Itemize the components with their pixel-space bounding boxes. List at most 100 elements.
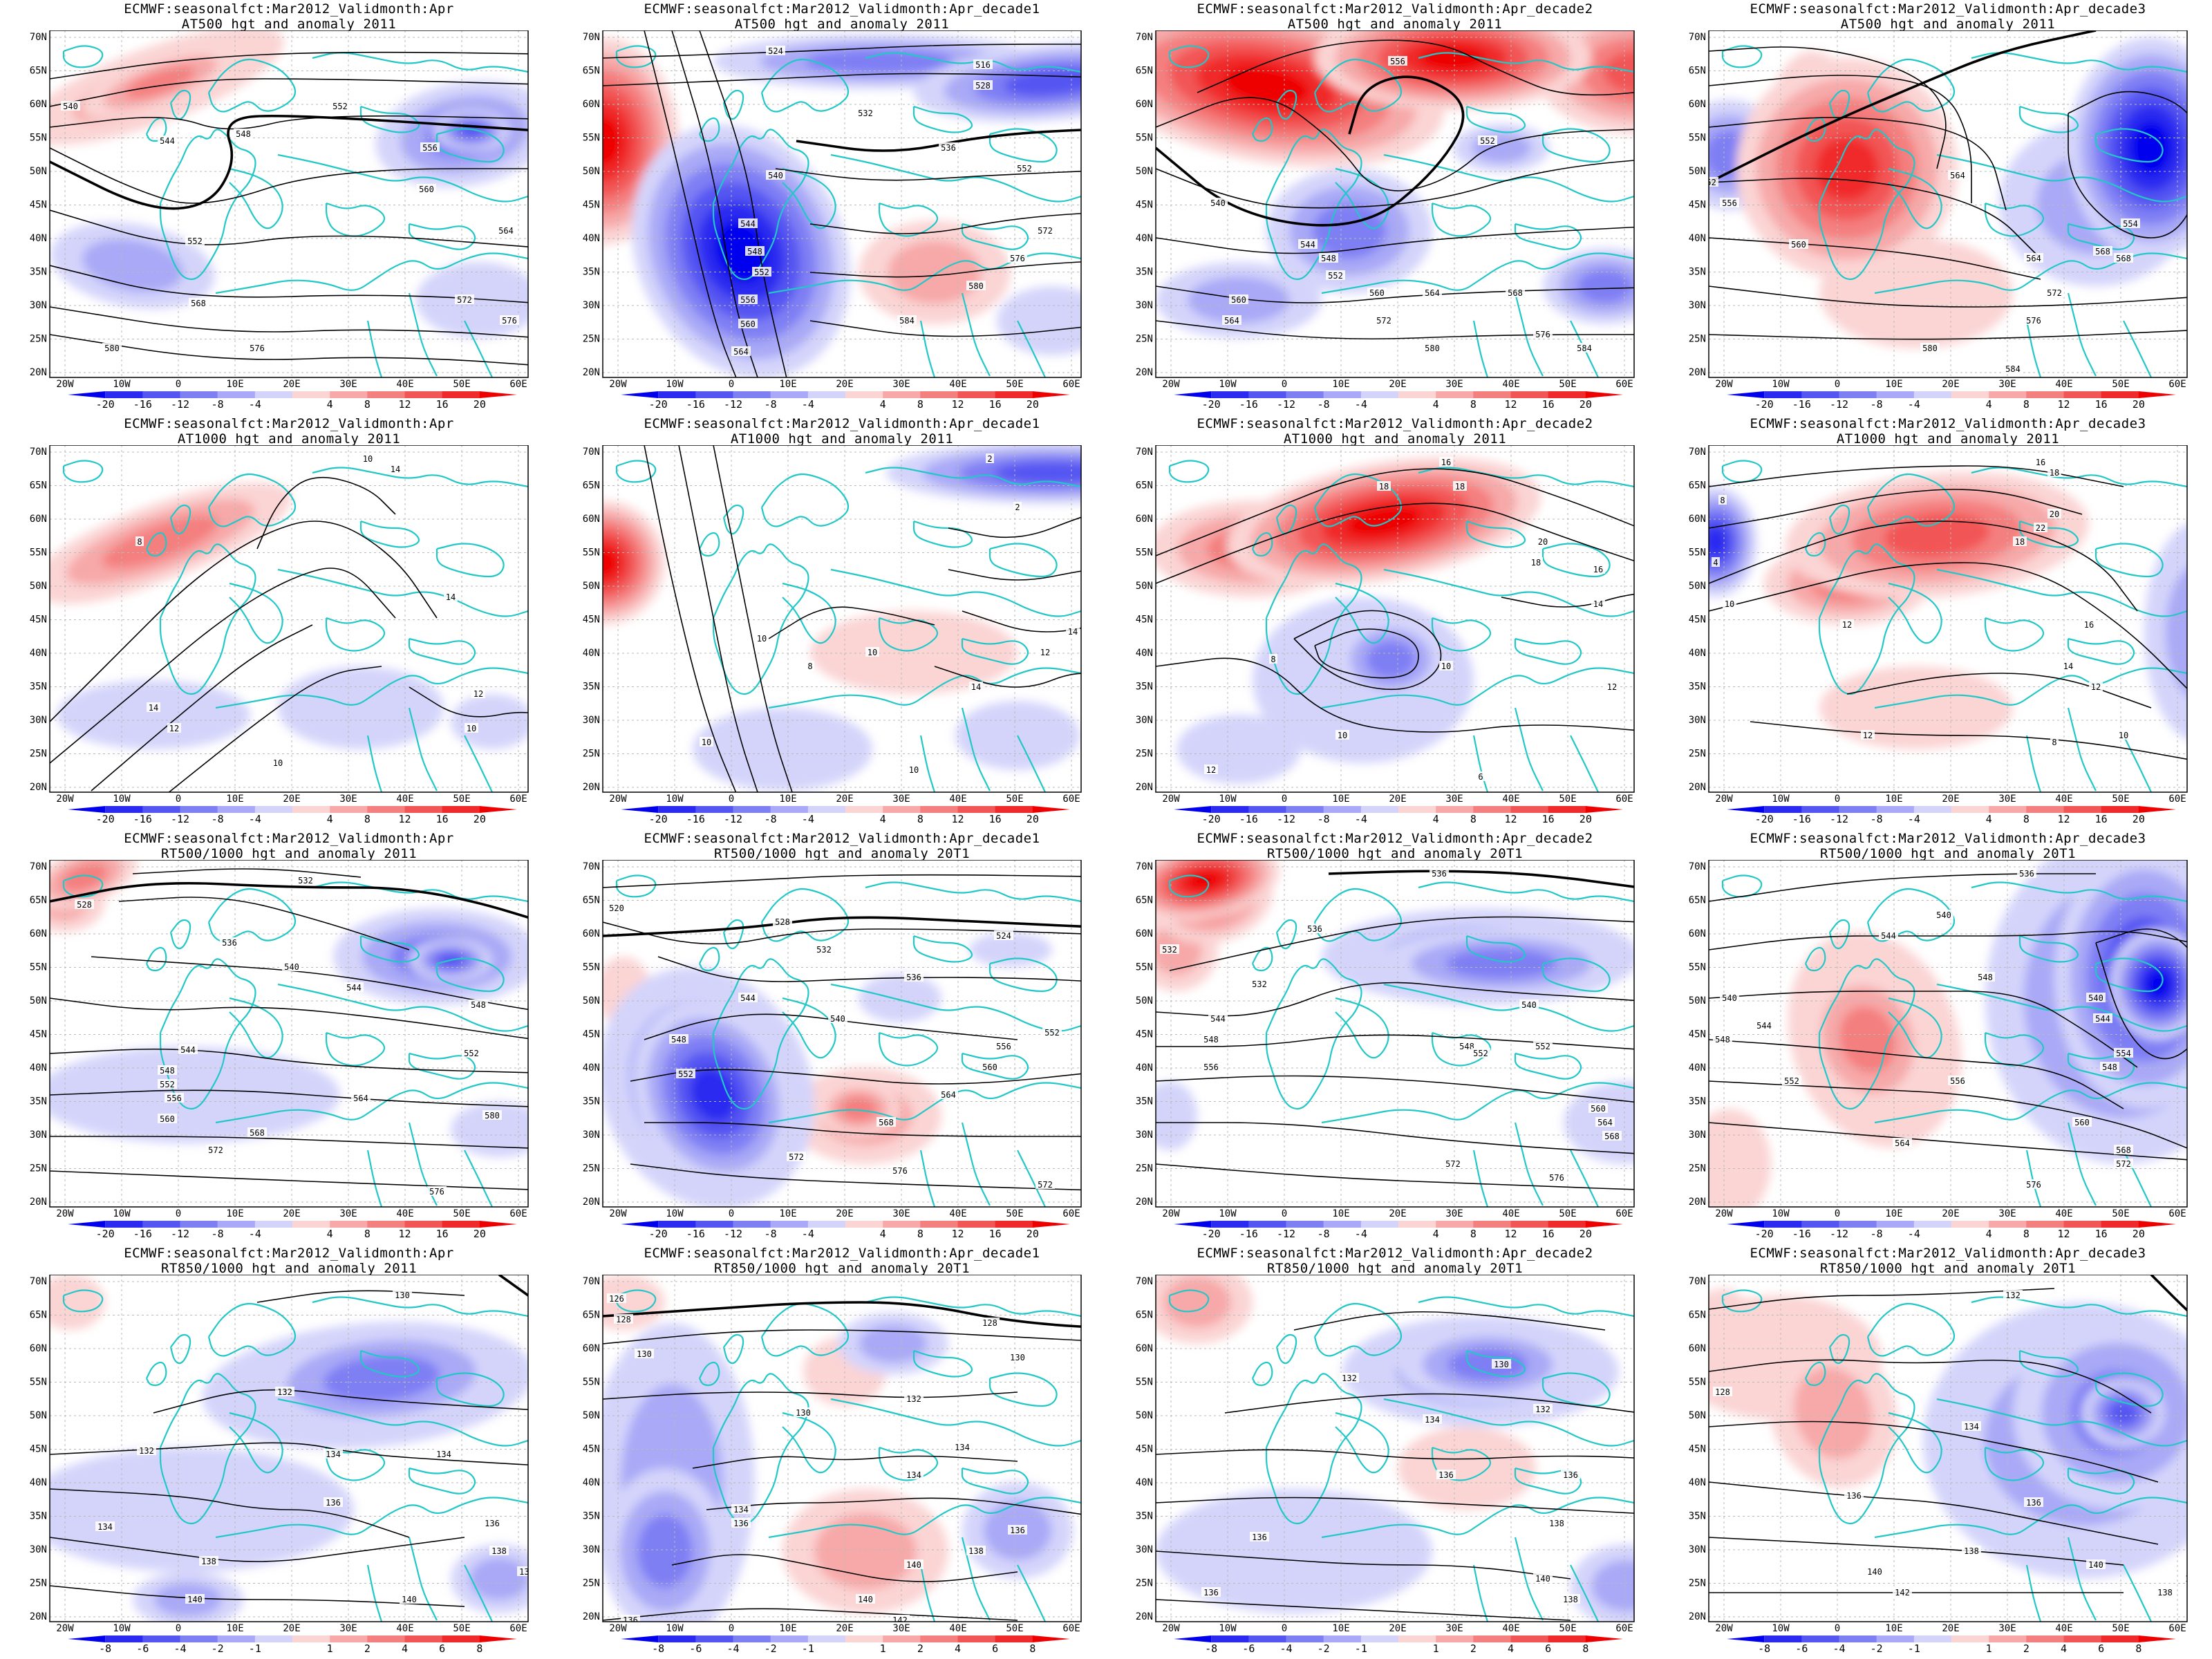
coastline [1541, 1372, 1611, 1407]
colorbar-tick-label: 4 [327, 398, 333, 411]
lat-tick-label: 35N [583, 1511, 600, 1522]
colorbar-tick-label: -20 [96, 398, 115, 411]
coastline [699, 117, 720, 142]
contour-label: 572 [1445, 1159, 1461, 1169]
colorbar-tick-label: -2 [765, 1642, 777, 1655]
anomaly-region [1819, 666, 2013, 749]
coastline [464, 735, 493, 792]
colorbar-tick-label: 20 [1580, 398, 1592, 411]
lon-tick-label: 40E [2055, 794, 2072, 805]
contour-line [1709, 117, 2007, 211]
contour-line [1156, 1497, 1634, 1514]
coastline [2025, 1564, 2042, 1622]
lat-tick-label: 50N [583, 1410, 600, 1421]
coastline [760, 473, 850, 527]
coastline [878, 617, 939, 652]
coastline [1818, 129, 1915, 281]
lat-tick-label: 20N [1136, 367, 1153, 378]
contour-label: 12 [1842, 620, 1852, 630]
lat-tick-label: 20N [583, 1197, 600, 1208]
map-plot: 16 18 20 22 18 8 4 10 12 16 14 12 12 10 8 70N 65N 60N 55N 5… [1689, 445, 2188, 825]
contour-line [50, 997, 528, 1040]
contour-label: 132 [2005, 1291, 2021, 1300]
lat-tick-label: 55N [583, 962, 600, 973]
lat-tick-label: 25N [1689, 749, 1706, 760]
colorbar-tick-label: -12 [724, 813, 742, 825]
coastline [1818, 1373, 1915, 1525]
contour-line [1709, 75, 1972, 203]
coastline [1431, 1446, 1492, 1481]
lat-tick-label: 25N [1136, 749, 1153, 760]
colorbar-tick-label: 20 [474, 813, 486, 825]
contour-label: 18 [1455, 482, 1465, 491]
panel-title: ECMWF:seasonalfct:Mar2012_Validmonth:Apr… [1750, 1246, 2146, 1261]
colorbar-tick-label: -16 [133, 398, 152, 411]
colorbar: -20 -16 -12 -8 -4 4 8 12 16 20 [621, 391, 1070, 411]
colorbar-tick-label: 20 [1027, 1228, 1039, 1240]
lon-tick-label: 20W [1162, 794, 1180, 805]
coastline [919, 735, 936, 792]
contour-label: 568 [2116, 1145, 2131, 1155]
anomaly-region [805, 49, 953, 74]
colorbar-tick-label: -12 [1830, 1228, 1848, 1240]
contour-label: 584 [899, 316, 915, 326]
map-panel: ECMWF:seasonalfct:Mar2012_Validmonth:Apr… [1125, 0, 1665, 415]
lon-tick-label: 20W [1715, 794, 1733, 805]
coastline [961, 223, 1029, 250]
coastline [1275, 504, 1297, 535]
colorbar-tick-label: 2 [364, 1642, 371, 1655]
contour-label: 536 [222, 938, 237, 948]
map-frame [49, 445, 529, 793]
panel-title: ECMWF:seasonalfct:Mar2012_Validmonth:Apr… [1197, 831, 1593, 846]
panel-subtitle: AT1000 hgt and anomaly 2011 [1283, 431, 1507, 447]
contour-line [948, 516, 1081, 538]
map-panel: ECMWF:seasonalfct:Mar2012_Validmonth:Apr… [1678, 1244, 2212, 1659]
coastline [1888, 1412, 1942, 1474]
colorbar-tick-label: 4 [955, 1642, 961, 1655]
lon-tick-label: 20W [609, 379, 627, 390]
lon-tick-label: 20E [283, 794, 300, 805]
colorbar-tick-label: -1 [1908, 1642, 1920, 1655]
lon-tick-label: 60E [509, 1623, 527, 1634]
lon-tick-label: 10W [666, 794, 684, 805]
map-frame [49, 30, 529, 378]
contour-line [50, 306, 528, 338]
contour-label: 528 [77, 900, 92, 910]
panel-subtitle: RT850/1000 hgt and anomaly 20T1 [1266, 1261, 1524, 1276]
contour-line [50, 51, 528, 79]
colorbar-tick-label: -20 [1202, 398, 1221, 411]
lon-tick-label: 60E [2168, 1208, 2186, 1219]
contour-label: 540 [1210, 198, 1226, 208]
anomaly-region [1577, 269, 1633, 303]
coastline [1866, 58, 1956, 113]
panel-title: ECMWF:seasonalfct:Mar2012_Validmonth:Apr… [1750, 831, 2146, 846]
colorbar-tick-label: 8 [2023, 813, 2030, 825]
map-panel: ECMWF:seasonalfct:Mar2012_Validmonth:Apr… [572, 830, 1112, 1244]
contour-labels: 528 524 520 532 536 540 544 548 552 556 560 564 568 5… [607, 903, 1062, 1190]
lat-tick-label: 30N [30, 1544, 47, 1555]
coastline [159, 543, 256, 695]
coastline [408, 1052, 476, 1080]
coastline [2025, 735, 2042, 792]
lat-tick-label: 55N [30, 547, 47, 559]
coastline [782, 1412, 836, 1474]
anomaly-region [1447, 1347, 1528, 1382]
contour-label: 544 [1300, 240, 1315, 250]
lat-tick-label: 25N [1136, 334, 1153, 345]
coastline [1465, 935, 1526, 963]
map-panel: ECMWF:seasonalfct:Mar2012_Validmonth:Apr… [1678, 830, 2212, 1244]
colorbar-tick-label: -16 [1792, 1228, 1811, 1240]
lon-tick-label: 50E [453, 379, 470, 390]
anomaly-region [469, 1557, 528, 1600]
panel-subtitle: AT500 hgt and anomaly 2011 [734, 17, 950, 32]
coastline [146, 1361, 167, 1387]
contour-line [1709, 489, 2083, 529]
lat-tick-label: 65N [1136, 66, 1153, 77]
anomaly-region [1709, 526, 1728, 558]
map-plot: 13013213213413613613613813614013814070N6… [1136, 1275, 1635, 1655]
lat-tick-label: 20N [1689, 782, 1706, 793]
coastline [760, 888, 850, 942]
coastline [366, 320, 383, 377]
coastline [1335, 167, 1389, 229]
anomaly-region [1709, 1109, 1771, 1207]
